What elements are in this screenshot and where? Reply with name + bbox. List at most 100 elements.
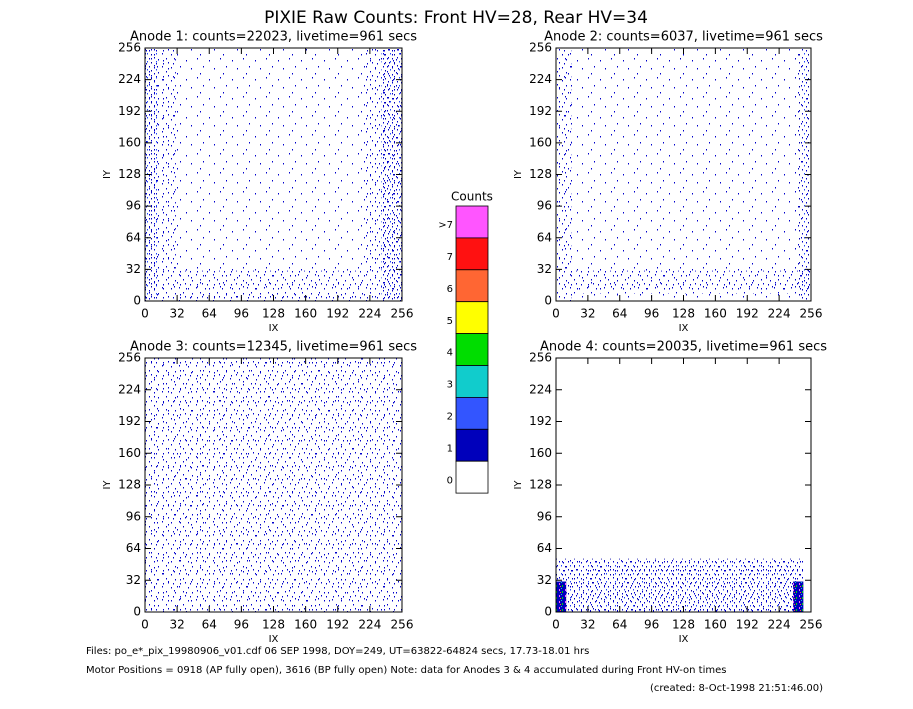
y-tick-label: 64	[126, 230, 141, 244]
density-texture	[145, 358, 402, 612]
colorbar-swatch	[455, 365, 489, 398]
y-axis-label: IY	[102, 169, 113, 179]
y-axis-label: IY	[513, 480, 524, 490]
x-tick-label: 128	[262, 618, 285, 632]
panel-title: Anode 1: counts=22023, livetime=961 secs	[130, 30, 417, 45]
y-tick-label: 0	[544, 605, 552, 619]
x-tick-label: 128	[262, 307, 285, 321]
x-tick-label: 0	[141, 307, 149, 321]
colorbar-swatch	[455, 205, 489, 239]
density-texture	[556, 581, 567, 612]
x-tick-label: 64	[612, 307, 627, 321]
y-tick-label: 96	[126, 199, 141, 213]
x-axis-label: IX	[679, 634, 689, 645]
x-tick-label: 64	[202, 307, 217, 321]
x-tick-label: 256	[391, 618, 414, 632]
y-tick-label: 64	[537, 541, 552, 555]
x-tick-label: 64	[612, 618, 627, 632]
x-tick-label: 64	[202, 618, 217, 632]
x-tick-label: 256	[800, 307, 823, 321]
panel: Anode 2: counts=6037, livetime=961 secs 0…	[513, 30, 823, 335]
panel: Anode 4: counts=20035, livetime=961 secs…	[513, 340, 827, 646]
y-tick-label: 0	[133, 294, 141, 308]
x-tick-label: 224	[768, 618, 791, 632]
y-tick-label: 128	[529, 167, 552, 181]
colorbar-swatch	[455, 269, 489, 303]
x-tick-label: 32	[169, 618, 184, 632]
y-tick-label: 192	[118, 414, 141, 428]
x-tick-label: 0	[552, 618, 560, 632]
x-tick-label: 128	[672, 618, 695, 632]
y-tick-label: 160	[118, 135, 141, 149]
x-tick-label: 224	[358, 618, 381, 632]
x-tick-label: 96	[644, 618, 659, 632]
panel: Anode 3: counts=12345, livetime=961 secs…	[102, 340, 417, 646]
y-tick-label: 96	[537, 199, 552, 213]
density-texture	[556, 558, 804, 612]
y-tick-label: 96	[126, 509, 141, 523]
panel: Anode 1: counts=22023, livetime=961 secs…	[102, 30, 417, 335]
y-tick-label: 32	[126, 262, 141, 276]
x-axis-label: IX	[679, 323, 689, 334]
x-axis-label: IX	[269, 323, 279, 334]
x-tick-label: 0	[141, 618, 149, 632]
x-tick-label: 192	[736, 307, 759, 321]
footer-files: Files: po_e*_pix_19980906_v01.cdf 06 SEP…	[86, 646, 589, 657]
colorbar-swatch	[455, 333, 489, 366]
density-texture	[556, 270, 811, 294]
y-tick-label: 64	[126, 541, 141, 555]
y-tick-label: 64	[537, 230, 552, 244]
density-texture	[145, 48, 402, 301]
x-axis-label: IX	[269, 634, 279, 645]
x-tick-label: 192	[326, 307, 349, 321]
y-tick-label: 224	[118, 72, 141, 86]
x-tick-label: 160	[704, 307, 727, 321]
y-tick-label: 128	[118, 167, 141, 181]
colorbar-label: >7	[438, 220, 453, 231]
y-tick-label: 0	[544, 294, 552, 308]
colorbar-label: 0	[447, 475, 453, 486]
x-tick-label: 192	[736, 618, 759, 632]
y-tick-label: 224	[118, 382, 141, 396]
x-tick-label: 32	[580, 307, 595, 321]
colorbar-swatch	[455, 396, 489, 430]
y-tick-label: 256	[529, 351, 552, 365]
density-texture	[793, 581, 804, 612]
colorbar-swatch	[455, 460, 489, 494]
y-tick-label: 224	[529, 382, 552, 396]
x-tick-label: 192	[326, 618, 349, 632]
y-tick-label: 32	[537, 262, 552, 276]
x-tick-label: 32	[580, 618, 595, 632]
x-tick-label: 224	[358, 307, 381, 321]
y-tick-label: 256	[118, 41, 141, 55]
x-tick-label: 96	[644, 307, 659, 321]
y-tick-label: 0	[133, 605, 141, 619]
y-tick-label: 96	[537, 509, 552, 523]
colorbar: Counts >7 7 6 5 4 3 2 1 0	[438, 190, 493, 494]
colorbar-label: 2	[447, 412, 453, 423]
density-texture	[556, 48, 811, 301]
colorbar-label: 5	[447, 316, 453, 327]
colorbar-swatch	[455, 428, 489, 462]
figure-title: PIXIE Raw Counts: Front HV=28, Rear HV=3…	[264, 8, 648, 28]
y-tick-label: 192	[529, 414, 552, 428]
x-tick-label: 96	[234, 307, 249, 321]
colorbar-title: Counts	[451, 190, 493, 204]
y-tick-label: 160	[529, 135, 552, 149]
panel-title: Anode 3: counts=12345, livetime=961 secs	[130, 340, 417, 355]
x-tick-label: 160	[294, 307, 317, 321]
x-tick-label: 256	[391, 307, 414, 321]
colorbar-swatch	[455, 237, 489, 271]
x-tick-label: 128	[672, 307, 695, 321]
y-tick-label: 32	[537, 573, 552, 587]
y-tick-label: 256	[529, 41, 552, 55]
x-tick-label: 224	[768, 307, 791, 321]
x-tick-label: 256	[800, 618, 823, 632]
x-tick-label: 160	[704, 618, 727, 632]
footer-created: (created: 8-Oct-1998 21:51:46.00)	[650, 683, 823, 694]
x-tick-label: 32	[169, 307, 184, 321]
panel-title: Anode 4: counts=20035, livetime=961 secs	[540, 340, 827, 355]
y-tick-label: 224	[529, 72, 552, 86]
y-tick-label: 32	[126, 573, 141, 587]
